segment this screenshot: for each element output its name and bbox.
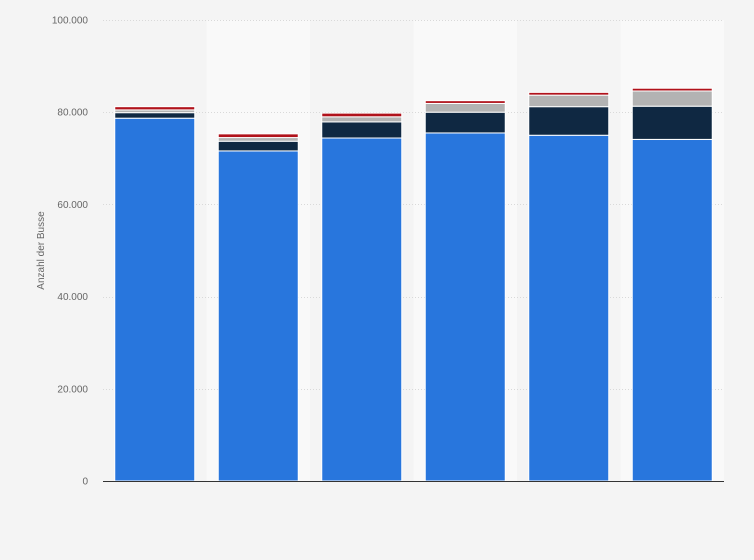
column-bands <box>103 20 724 481</box>
bar-segment[interactable] <box>424 102 506 113</box>
bar-segment[interactable] <box>114 106 196 111</box>
bar-segment[interactable] <box>631 105 713 140</box>
bar-segment[interactable] <box>114 112 196 119</box>
y-axis-title: Anzahl der Busse <box>36 211 47 290</box>
y-axis-tick-labels: 0 20.000 40.000 60.000 80.000 100.000 <box>52 16 89 488</box>
bar-segment[interactable] <box>321 137 403 482</box>
bar-segment[interactable] <box>528 134 610 482</box>
y-tick-label: 60.000 <box>57 200 88 211</box>
bar-segment[interactable] <box>217 150 299 482</box>
bar-segment[interactable] <box>217 140 299 152</box>
bar-segment[interactable] <box>631 90 713 107</box>
bar-segment[interactable] <box>631 87 713 92</box>
bar-segment[interactable] <box>424 132 506 482</box>
bar-segment[interactable] <box>424 100 506 104</box>
bar-segment[interactable] <box>321 112 403 118</box>
bar-segment[interactable] <box>217 137 299 142</box>
bar-segment[interactable] <box>321 121 403 139</box>
y-tick-label: 80.000 <box>57 108 88 119</box>
bar-segment[interactable] <box>631 138 713 482</box>
bar-segment[interactable] <box>424 111 506 134</box>
bar-segment[interactable] <box>114 117 196 482</box>
bar-segment[interactable] <box>321 116 403 123</box>
y-tick-label: 100.000 <box>52 16 89 27</box>
bar-segment[interactable] <box>528 94 610 108</box>
y-tick-label: 40.000 <box>57 292 88 303</box>
y-tick-label: 20.000 <box>57 384 88 395</box>
bars <box>114 87 713 482</box>
bar-segment[interactable] <box>528 106 610 136</box>
y-tick-label: 0 <box>82 477 88 488</box>
bar-segment[interactable] <box>528 91 610 96</box>
bar-segment[interactable] <box>217 133 299 139</box>
